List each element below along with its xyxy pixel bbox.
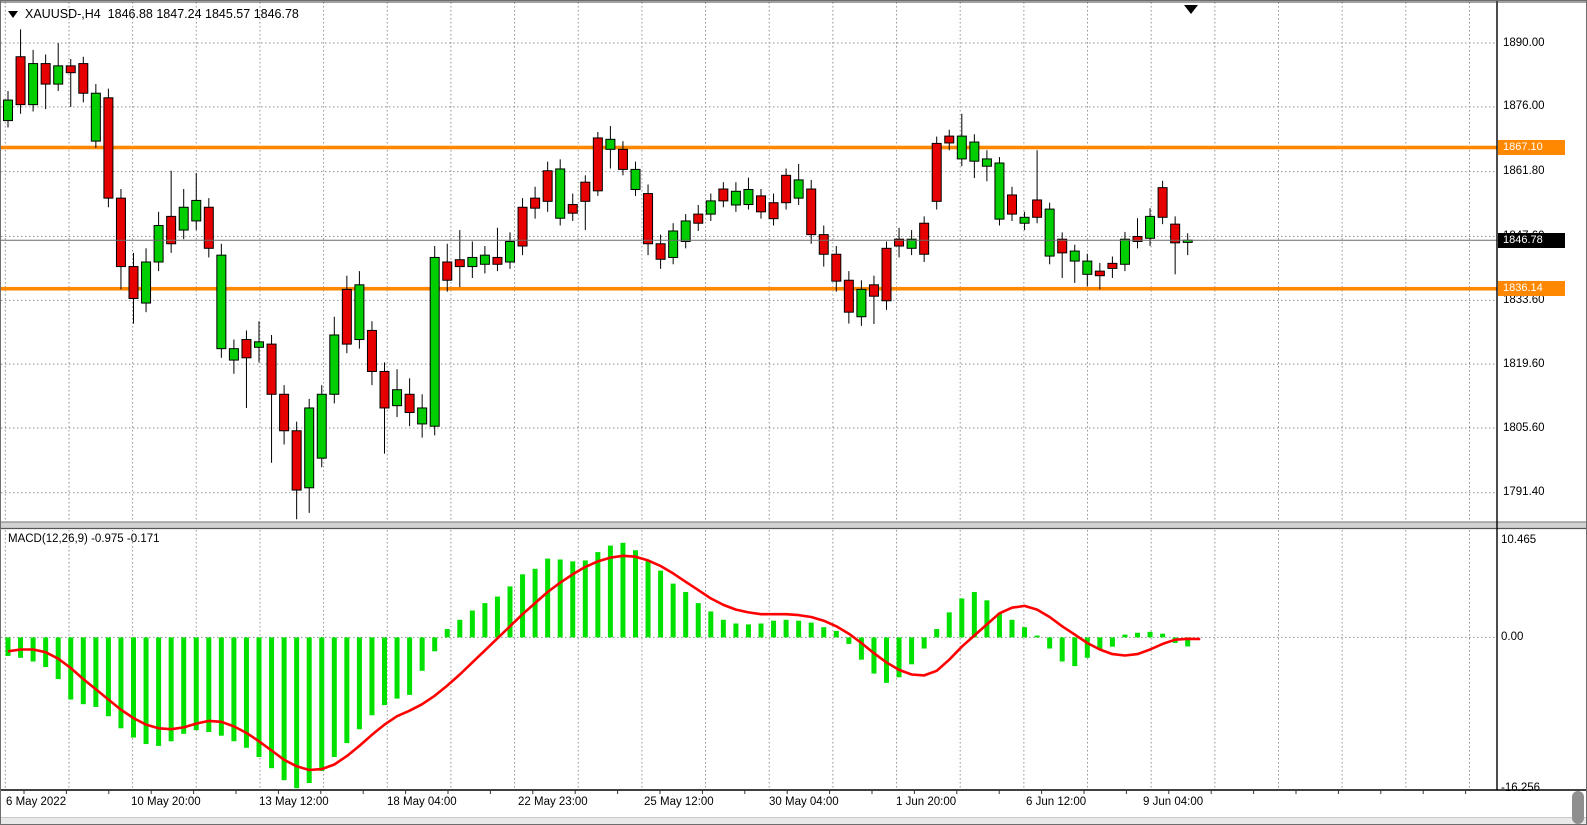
time-axis-label: 6 Jun 12:00: [1026, 796, 1087, 808]
quote-low: 1845.57: [205, 7, 251, 21]
time-axis-label: 10 May 20:00: [131, 796, 201, 808]
time-axis-label: 9 Jun 04:00: [1143, 796, 1204, 808]
price-axis-label: 1805.60: [1503, 421, 1545, 434]
indicator-macd-value: -0.975: [91, 533, 124, 545]
quote-open: 1846.88: [107, 7, 153, 21]
price-axis-label: 1791.40: [1503, 486, 1545, 499]
indicator-name: MACD(12,26,9): [8, 533, 88, 545]
indicator-axis-label: 0.00: [1501, 630, 1524, 643]
quote-close: 1846.78: [253, 7, 299, 21]
chart-shift-marker-icon[interactable]: [1184, 5, 1198, 14]
current-price-tag: 1846.78: [1498, 232, 1565, 248]
price-axis-label: 1861.80: [1503, 165, 1545, 178]
price-axis-label: 1819.60: [1503, 357, 1545, 370]
support-price-tag: 1836.14: [1498, 281, 1565, 297]
time-axis-label: 1 Jun 20:00: [896, 796, 957, 808]
resistance-price-tag: 1867.10: [1498, 140, 1565, 155]
time-axis-label: 6 May 2022: [6, 796, 67, 808]
indicator-signal-value: -0.171: [126, 533, 160, 545]
price-axis-label: 1833.60: [1503, 293, 1545, 306]
time-axis-label: 30 May 04:00: [769, 796, 839, 808]
time-axis-label: 22 May 23:00: [518, 796, 588, 808]
price-axis-label: 1890.00: [1503, 36, 1545, 49]
time-axis-label: 25 May 12:00: [644, 796, 714, 808]
quote-high: 1847.24: [156, 7, 202, 21]
symbol-dropdown-icon[interactable]: [8, 11, 18, 19]
price-axis-label: 1876.00: [1503, 100, 1545, 113]
indicator-axis-label: 10.465: [1501, 533, 1537, 546]
bottom-scrollbar-track[interactable]: [1, 817, 1586, 824]
time-axis-label: 18 May 04:00: [387, 796, 457, 808]
scrollbar-thumb[interactable]: [1572, 791, 1584, 824]
chart-title: XAUUSD-,H4 1846.88 1847.24 1845.57 1846.…: [8, 7, 299, 21]
symbol-period-label: XAUUSD-,H4: [25, 7, 101, 21]
time-axis-label: 13 May 12:00: [259, 796, 329, 808]
indicator-axis-label: -16.256: [1501, 781, 1541, 794]
indicator-title: MACD(12,26,9) -0.975 -0.171: [8, 533, 160, 545]
